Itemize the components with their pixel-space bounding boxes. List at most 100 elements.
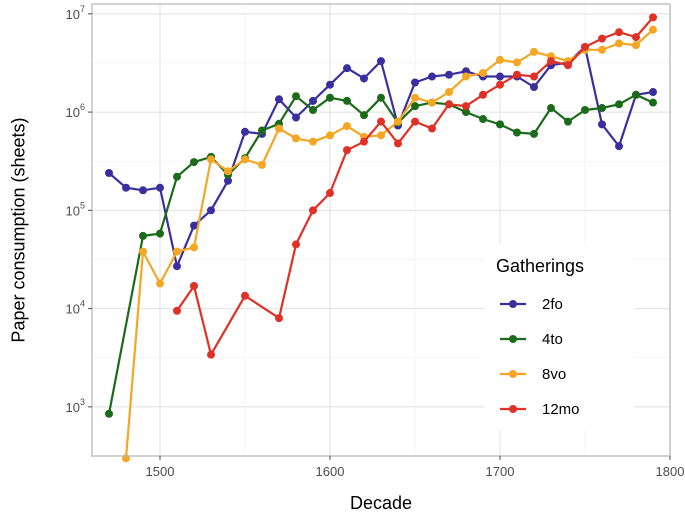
data-point-8vo: [428, 98, 436, 107]
data-point-8vo: [615, 39, 623, 48]
y-tick-label: 104: [66, 299, 85, 317]
data-point-12mo: [632, 33, 640, 42]
data-point-4to: [292, 92, 300, 101]
data-point-12mo: [649, 13, 657, 22]
data-point-4to: [377, 93, 385, 102]
series-8vo: [122, 25, 657, 463]
series-layer: [105, 13, 657, 463]
grid-minor: [92, 4, 670, 456]
data-point-12mo: [411, 117, 419, 126]
data-point-4to: [156, 229, 164, 238]
data-point-12mo: [241, 291, 249, 300]
data-point-2fo: [326, 80, 334, 89]
data-point-12mo: [207, 350, 215, 359]
data-point-12mo: [309, 206, 317, 215]
data-point-2fo: [343, 64, 351, 73]
data-point-12mo: [394, 139, 402, 148]
data-point-8vo: [309, 137, 317, 146]
data-point-2fo: [173, 262, 181, 271]
legend-label: 12mo: [542, 401, 580, 418]
data-point-2fo: [275, 95, 283, 104]
data-point-12mo: [377, 117, 385, 126]
data-point-4to: [496, 120, 504, 129]
data-point-4to: [462, 108, 470, 117]
data-point-2fo: [598, 120, 606, 129]
data-point-12mo: [581, 42, 589, 51]
data-point-8vo: [190, 243, 198, 252]
data-point-8vo: [258, 160, 266, 169]
data-point-8vo: [275, 124, 283, 133]
y-tick-label: 106: [66, 102, 85, 120]
data-point-4to: [360, 111, 368, 120]
legend-label: 2fo: [542, 296, 563, 313]
data-point-4to: [105, 409, 113, 418]
data-point-8vo: [530, 47, 538, 56]
data-point-4to: [326, 93, 334, 102]
data-point-4to: [530, 129, 538, 138]
data-point-12mo: [292, 240, 300, 249]
data-point-2fo: [292, 113, 300, 122]
data-point-8vo: [326, 131, 334, 140]
data-point-8vo: [156, 279, 164, 288]
legend-item-2fo: 2fo: [500, 296, 563, 313]
data-point-8vo: [496, 55, 504, 64]
data-point-12mo: [343, 146, 351, 155]
legend: Gatherings 2fo 4to 8vo 12mo: [484, 244, 634, 430]
data-point-12mo: [615, 28, 623, 37]
data-point-2fo: [377, 57, 385, 66]
y-tick-label: 105: [66, 200, 85, 218]
data-point-2fo: [615, 142, 623, 151]
legend-title: Gatherings: [496, 256, 584, 276]
data-point-8vo: [445, 88, 453, 97]
x-tick-label: 1800: [656, 464, 685, 479]
data-point-2fo: [530, 83, 538, 92]
y-axis-ticks: 103 104 105 106 107: [66, 4, 92, 415]
x-tick-label: 1700: [486, 464, 515, 479]
data-point-12mo: [462, 102, 470, 111]
data-point-2fo: [241, 127, 249, 136]
data-point-4to: [173, 172, 181, 181]
legend-label: 8vo: [542, 366, 566, 383]
data-point-4to: [139, 231, 147, 240]
data-point-12mo: [564, 61, 572, 70]
data-point-12mo: [428, 124, 436, 133]
data-point-12mo: [326, 189, 334, 198]
series-12mo: [173, 13, 657, 359]
data-point-8vo: [377, 131, 385, 140]
legend-item-4to: 4to: [500, 331, 563, 348]
data-point-2fo: [649, 88, 657, 97]
data-point-4to: [564, 117, 572, 126]
legend-key-point: [509, 335, 517, 343]
data-point-2fo: [105, 168, 113, 177]
legend-item-8vo: 8vo: [500, 366, 566, 383]
data-point-8vo: [241, 155, 249, 164]
data-point-2fo: [156, 183, 164, 192]
data-point-4to: [343, 96, 351, 105]
data-point-4to: [190, 158, 198, 167]
data-point-8vo: [139, 247, 147, 256]
data-point-2fo: [496, 72, 504, 81]
x-axis-title: Decade: [350, 493, 412, 513]
data-point-12mo: [513, 70, 521, 79]
data-point-12mo: [530, 72, 538, 81]
data-point-8vo: [292, 134, 300, 143]
data-point-4to: [649, 98, 657, 107]
data-point-4to: [547, 104, 555, 113]
data-point-12mo: [547, 57, 555, 66]
data-point-12mo: [445, 100, 453, 109]
data-point-2fo: [428, 72, 436, 81]
data-point-8vo: [411, 93, 419, 102]
data-point-8vo: [462, 72, 470, 81]
legend-item-12mo: 12mo: [500, 401, 580, 418]
data-point-12mo: [173, 306, 181, 315]
data-point-12mo: [479, 90, 487, 99]
data-point-2fo: [224, 176, 232, 185]
data-point-8vo: [394, 117, 402, 126]
data-point-2fo: [139, 186, 147, 195]
data-point-2fo: [445, 70, 453, 79]
data-point-2fo: [190, 221, 198, 230]
legend-key-point: [509, 370, 517, 378]
legend-label: 4to: [542, 331, 563, 348]
y-tick-label: 107: [66, 4, 85, 22]
legend-background: [484, 244, 634, 430]
